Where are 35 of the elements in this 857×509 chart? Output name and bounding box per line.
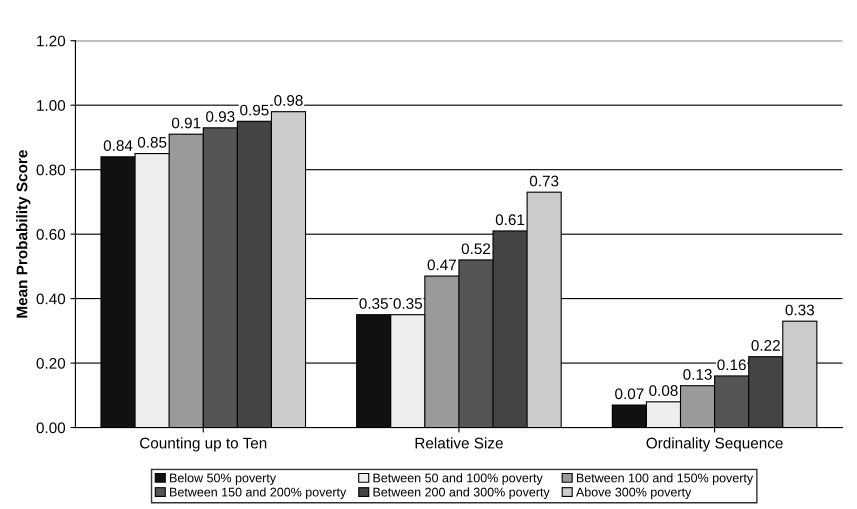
data-label: 0.47 bbox=[428, 259, 456, 270]
legend-label: Between 50 and 100% poverty bbox=[374, 473, 543, 485]
x-tick-label: Ordinality Sequence bbox=[646, 437, 783, 452]
legend-label: Between 150 and 200% poverty bbox=[170, 487, 346, 499]
data-label: 0.84 bbox=[104, 140, 132, 151]
data-label: 0.08 bbox=[649, 385, 678, 396]
data-label: 0.22 bbox=[751, 340, 780, 351]
legend-label: Below 50% poverty bbox=[170, 473, 276, 485]
legend-label: Between 200 and 300% poverty bbox=[374, 487, 550, 499]
data-label: 0.91 bbox=[172, 118, 200, 128]
y-axis-title: Mean Probability Score bbox=[16, 150, 30, 318]
data-label: 0.73 bbox=[530, 176, 558, 186]
data-label: 0.35 bbox=[394, 298, 422, 309]
y-tick-label: 1.00 bbox=[37, 100, 66, 111]
x-tick-label: Relative Size bbox=[416, 437, 503, 449]
data-label: 0.61 bbox=[496, 214, 524, 226]
data-label: 0.07 bbox=[615, 388, 644, 400]
y-tick-label: 0.60 bbox=[36, 229, 66, 240]
data-label: 0.95 bbox=[240, 104, 269, 116]
data-label: 0.85 bbox=[138, 136, 166, 148]
x-tick-label: Counting up to Ten bbox=[140, 437, 266, 452]
data-label: 0.98 bbox=[274, 95, 303, 106]
y-tick-label: 0.00 bbox=[36, 422, 66, 434]
y-tick-label: 1.20 bbox=[37, 36, 66, 46]
data-label: 0.35 bbox=[359, 298, 388, 309]
data-label: 0.93 bbox=[206, 111, 234, 122]
data-label: 0.52 bbox=[462, 243, 490, 254]
data-label: 0.33 bbox=[786, 304, 814, 316]
legend-label: Above 300% poverty bbox=[576, 487, 692, 499]
y-tick-label: 0.80 bbox=[36, 164, 66, 176]
y-tick-label: 0.20 bbox=[36, 358, 66, 369]
y-tick-label: 0.40 bbox=[36, 293, 66, 304]
legend-label: Between 100 and 150% poverty bbox=[576, 473, 754, 485]
data-label: 0.16 bbox=[717, 359, 746, 370]
data-label: 0.13 bbox=[683, 369, 712, 380]
